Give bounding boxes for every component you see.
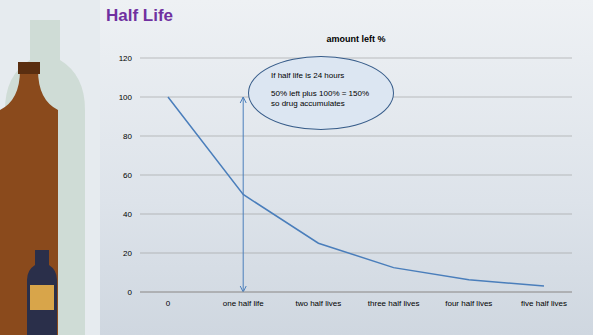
svg-text:four half lives: four half lives (445, 299, 492, 308)
html-text:If half life is 24 hours: If half life is 24 hours (271, 71, 345, 80)
svg-text:five half lives: five half lives (521, 299, 567, 308)
svg-text:0: 0 (128, 288, 133, 297)
svg-text:one half life: one half life (223, 299, 264, 308)
svg-text:40: 40 (123, 210, 132, 219)
svg-text:20: 20 (123, 249, 132, 258)
html-text:so drug accumulates: so drug accumulates (271, 99, 345, 108)
html-text:50% left plus 100% = 150%: 50% left plus 100% = 150% (271, 89, 370, 98)
svg-text:80: 80 (123, 132, 132, 141)
svg-text:100: 100 (119, 93, 133, 102)
svg-text:two half lives: two half lives (296, 299, 342, 308)
html-text:Half Life: Half Life (106, 6, 174, 25)
svg-text:0: 0 (166, 299, 171, 308)
html-text:amount left %: amount left % (326, 34, 386, 44)
svg-text:120: 120 (119, 54, 133, 63)
svg-text:60: 60 (123, 171, 132, 180)
svg-text:three half lives: three half lives (368, 299, 420, 308)
